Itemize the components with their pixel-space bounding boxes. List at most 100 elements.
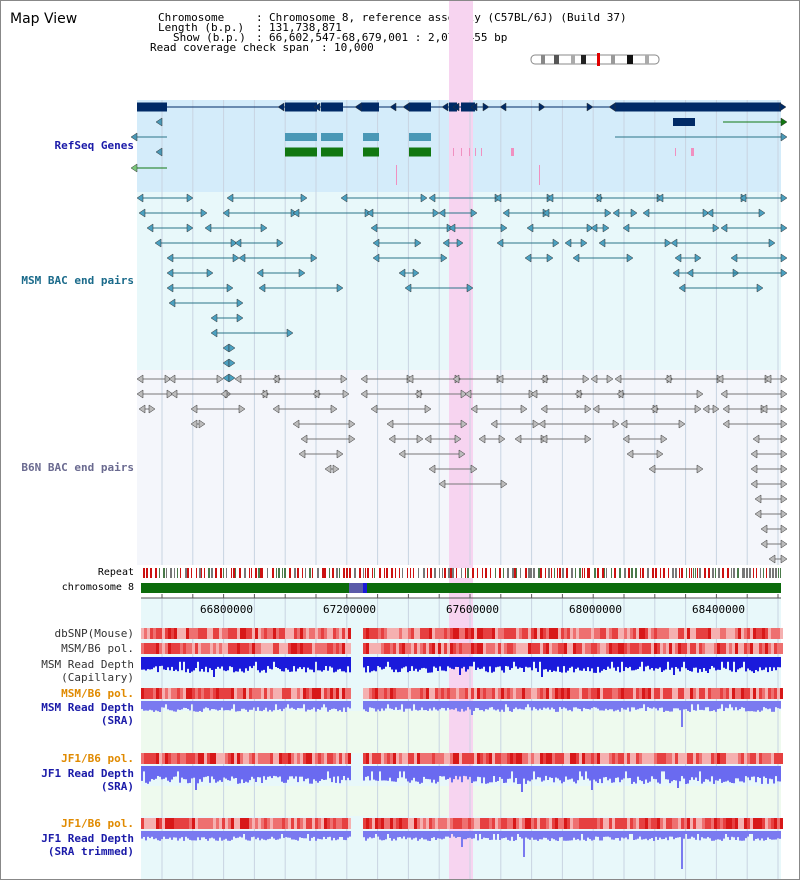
- read-depth-bar: [489, 701, 491, 708]
- polymorphism-cell: [756, 818, 759, 829]
- read-depth-bar: [319, 701, 321, 710]
- read-depth-bar: [209, 831, 211, 839]
- repeat-track[interactable]: [141, 568, 781, 578]
- polymorphism-cell: [732, 628, 735, 639]
- read-depth-bar: [643, 657, 645, 672]
- read-depth-bar: [603, 657, 605, 670]
- polymorphism-cell: [684, 818, 687, 829]
- refseq-genes-track[interactable]: [130, 102, 788, 186]
- read-depth-bar: [589, 766, 591, 781]
- read-depth-bar: [325, 766, 327, 780]
- polymorphism-cell: [696, 753, 699, 764]
- polymorphism-cell: [525, 643, 528, 654]
- polymorphism-cell: [447, 688, 450, 699]
- polymorphism-cell: [366, 628, 369, 639]
- read-depth-bar: [161, 831, 163, 840]
- polymorphism-cell: [471, 628, 474, 639]
- polymorphism-cell: [618, 818, 621, 829]
- polymorphism-cell: [768, 643, 771, 654]
- read-depth-bar: [393, 701, 395, 710]
- track-label-dbsnp: dbSNP(Mouse): [54, 627, 134, 640]
- polymorphism-cell: [609, 818, 612, 829]
- polymorphism-cell: [183, 753, 186, 764]
- feature-arrow-icon: [780, 268, 788, 278]
- polymorphism-cell: [774, 818, 777, 829]
- read-depth-bar: [543, 657, 545, 670]
- read-depth-bar: [229, 831, 231, 841]
- read-depth-bar: [443, 831, 445, 839]
- read-depth-bar: [473, 657, 475, 662]
- chromosome-bar[interactable]: [141, 583, 781, 593]
- read-depth-bar: [499, 701, 501, 712]
- read-depth-bar: [373, 657, 375, 671]
- polymorphism-cell: [699, 628, 702, 639]
- read-depth-bar: [387, 701, 389, 705]
- polymorphism-cell: [426, 643, 429, 654]
- polymorphism-tracks[interactable]: [141, 628, 783, 829]
- read-depth-bar: [407, 831, 409, 838]
- read-depth-bar: [389, 657, 391, 668]
- polymorphism-cell: [153, 688, 156, 699]
- polymorphism-cell: [315, 643, 318, 654]
- read-depth-bar: [777, 831, 779, 839]
- read-depth-bar: [703, 701, 705, 711]
- polymorphism-cell: [729, 643, 732, 654]
- polymorphism-cell: [588, 643, 591, 654]
- polymorphism-cell: [525, 628, 528, 639]
- polymorphism-cell: [498, 688, 501, 699]
- polymorphism-cell: [414, 628, 417, 639]
- polymorphism-cell: [639, 628, 642, 639]
- polymorphism-cell: [264, 688, 267, 699]
- read-depth-bar: [565, 766, 567, 777]
- read-depth-bar: [287, 701, 289, 705]
- polymorphism-cell: [219, 818, 222, 829]
- read-depth-bar: [309, 657, 311, 670]
- polymorphism-cell: [315, 753, 318, 764]
- msm-bac-end-pairs-track[interactable]: [136, 193, 788, 383]
- polymorphism-cell: [510, 818, 513, 829]
- read-depth-bar: [497, 701, 499, 710]
- polymorphism-cell: [723, 818, 726, 829]
- feature-arrow-icon: [186, 223, 194, 233]
- polymorphism-cell: [465, 753, 468, 764]
- polymorphism-cell: [141, 628, 144, 639]
- read-depth-bar: [261, 657, 263, 671]
- polymorphism-cell: [411, 628, 414, 639]
- chromosome-ideogram[interactable]: [530, 53, 660, 66]
- read-depth-bar: [707, 657, 709, 673]
- read-depth-bar: [635, 766, 637, 784]
- read-depth-bar: [551, 766, 553, 778]
- read-depth-bar: [283, 831, 285, 838]
- polymorphism-cell: [141, 753, 144, 764]
- read-depth-bar: [537, 766, 539, 778]
- polymorphism-cell: [390, 753, 393, 764]
- read-depth-bar: [463, 701, 465, 712]
- polymorphism-cell: [387, 628, 390, 639]
- read-depth-bar: [575, 657, 577, 669]
- read-depth-bar: [445, 766, 447, 780]
- polymorphism-cell: [633, 643, 636, 654]
- feature-arrow-icon: [238, 404, 246, 414]
- polymorphism-cell: [747, 753, 750, 764]
- read-depth-bar: [711, 701, 713, 711]
- polymorphism-cell: [318, 818, 321, 829]
- polymorphism-cell: [321, 818, 324, 829]
- polymorphism-cell: [363, 688, 366, 699]
- polymorphism-cell: [717, 643, 720, 654]
- b6n-bac-end-pairs-track[interactable]: [136, 374, 788, 564]
- polymorphism-cell: [579, 818, 582, 829]
- read-depth-bar: [181, 766, 183, 778]
- read-depth-bar: [413, 766, 415, 778]
- polymorphism-cell: [270, 643, 273, 654]
- read-depth-tracks[interactable]: [141, 657, 781, 869]
- feature-arrow-icon: [780, 539, 788, 549]
- polymorphism-cell: [681, 818, 684, 829]
- polymorphism-cell: [546, 753, 549, 764]
- feature-arrow-icon: [234, 238, 242, 248]
- polymorphism-cell: [243, 688, 246, 699]
- read-depth-bar: [291, 701, 293, 708]
- feature-arrow-icon: [712, 223, 720, 233]
- read-depth-bar: [315, 766, 317, 781]
- polymorphism-cell: [177, 643, 180, 654]
